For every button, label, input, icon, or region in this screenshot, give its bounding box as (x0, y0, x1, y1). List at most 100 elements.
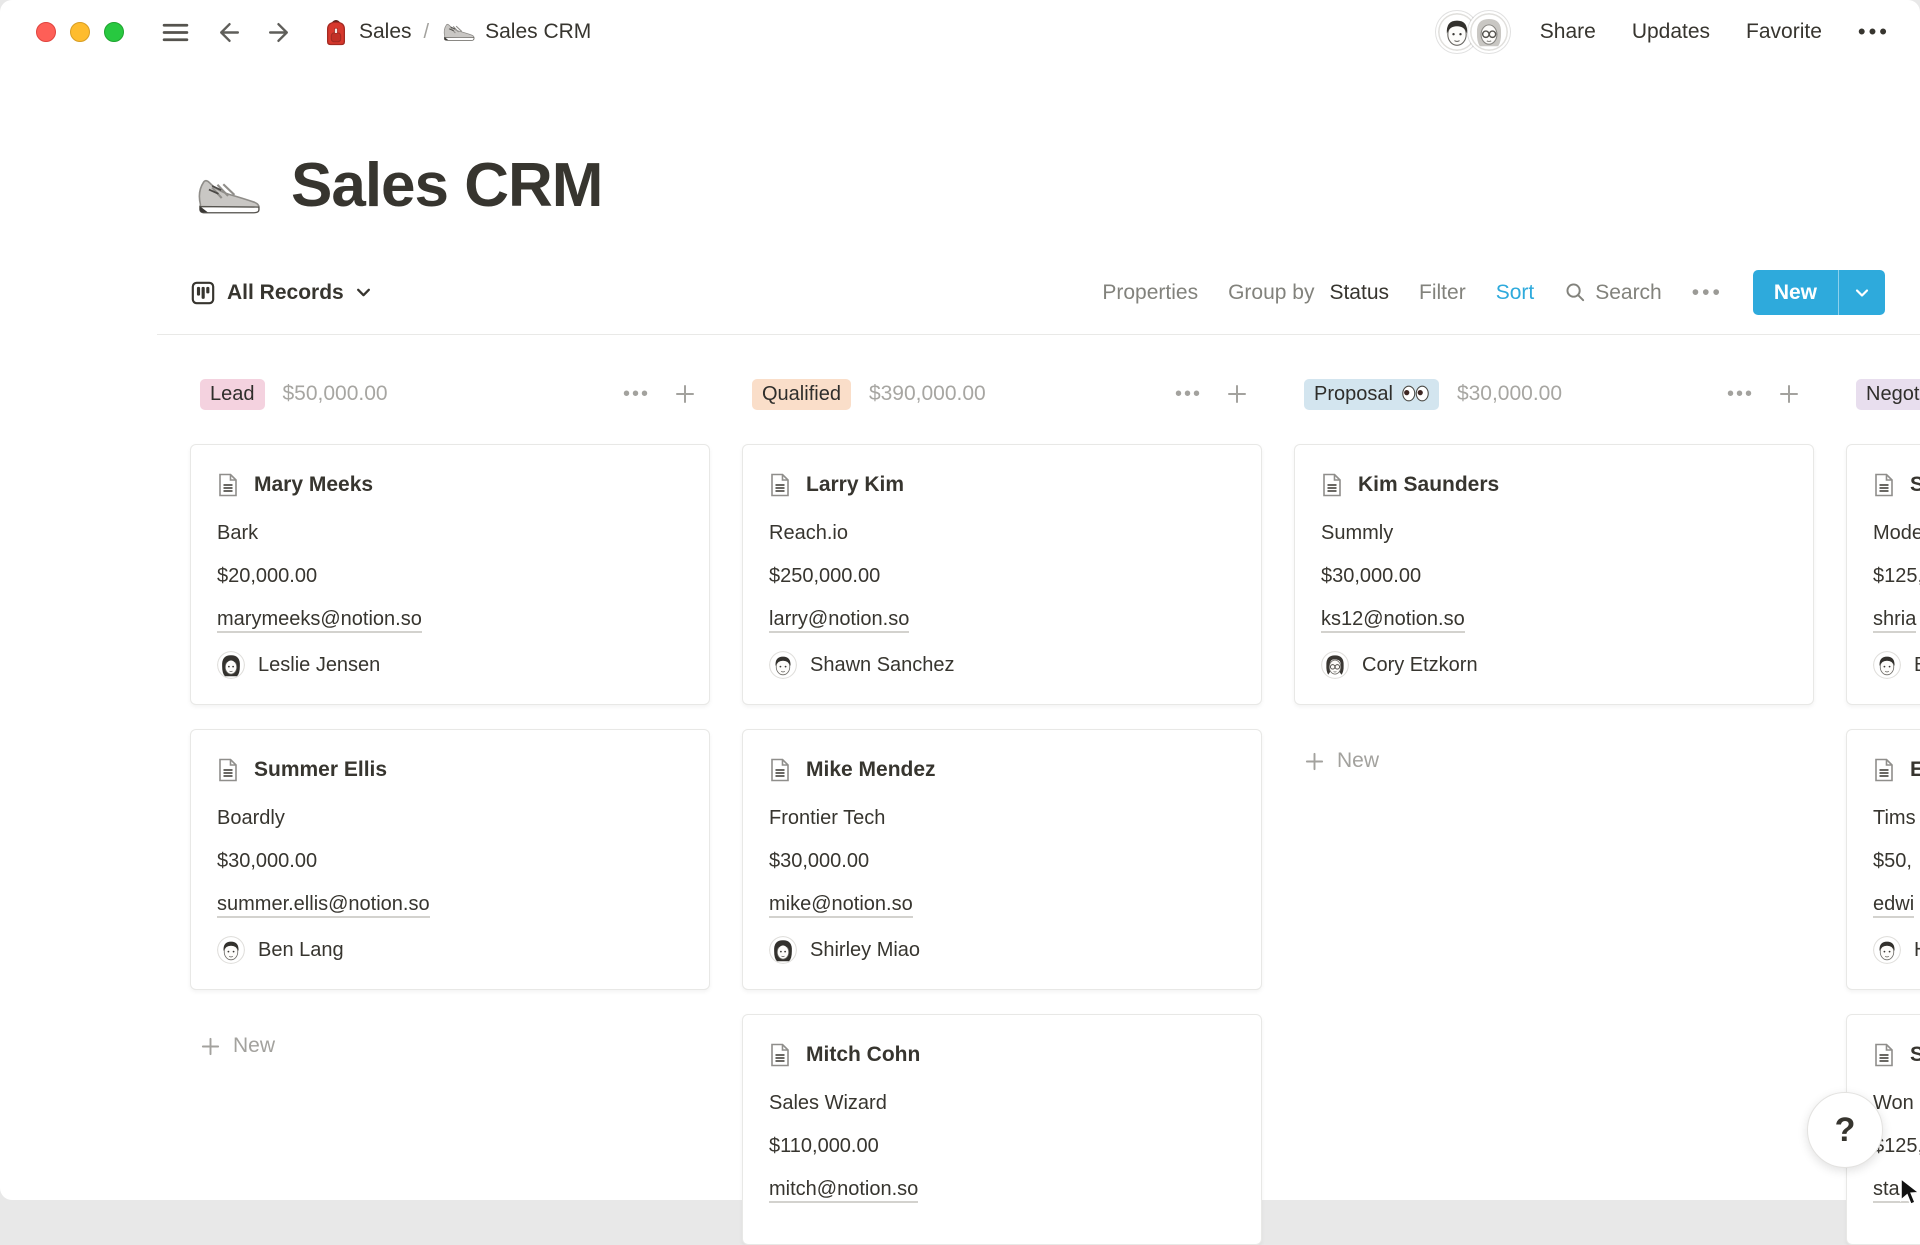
new-record-button[interactable]: New (1753, 270, 1838, 315)
card-email-link[interactable]: mike@notion.so (769, 893, 913, 918)
card-owner: Shawn Sanchez (769, 650, 1235, 680)
card-amount: $125, (1873, 565, 1920, 587)
view-switcher[interactable]: All Records (190, 280, 372, 306)
card-mitch-cohn[interactable]: Mitch Cohn Sales Wizard $110,000.00 mitc… (742, 1014, 1262, 1245)
card-email-link[interactable]: larry@notion.so (769, 608, 910, 633)
page-title-row: Sales CRM (193, 148, 1920, 220)
breadcrumb-item-sales[interactable]: Sales (323, 17, 412, 47)
board-column-qualified: Qualified $390,000.00 ••• Larry Kim Reac… (742, 378, 1262, 1245)
breadcrumb-item-sales-crm[interactable]: Sales CRM (441, 20, 591, 44)
favorite-button[interactable]: Favorite (1746, 20, 1822, 43)
search-icon (1564, 281, 1587, 304)
avatar-shirley-miao (769, 936, 797, 964)
avatar-leslie-jensen (217, 651, 245, 679)
column-header: Lead $50,000.00 ••• (190, 378, 710, 410)
owner-name: Shawn Sanchez (810, 653, 955, 676)
history-nav (215, 19, 293, 46)
forward-button[interactable] (266, 19, 293, 46)
card-owner: Shirley Miao (769, 935, 1235, 965)
group-by-button[interactable]: Group by Status (1228, 281, 1389, 305)
collection-toolbar: All Records Properties Group by Status F… (190, 270, 1885, 315)
column-add-button[interactable] (674, 383, 696, 405)
board-column-lead: Lead $50,000.00 ••• Mary Meeks Bark $20,… (190, 378, 710, 1245)
toolbar-divider (157, 334, 1920, 335)
add-card-label: New (233, 1034, 276, 1057)
column-more-button[interactable]: ••• (1174, 382, 1202, 405)
card-email-link[interactable]: summer.ellis@notion.so (217, 893, 430, 918)
add-card-button[interactable]: New (1294, 749, 1379, 773)
card-summer-ellis[interactable]: Summer Ellis Boardly $30,000.00 summer.e… (190, 729, 710, 990)
filter-button[interactable]: Filter (1419, 280, 1466, 304)
sneaker-page-icon[interactable] (193, 174, 261, 220)
add-card-button[interactable]: New (190, 1034, 275, 1058)
card-negotiation-1[interactable]: S Mode $125, shria B (1846, 444, 1920, 705)
card-email-link[interactable]: ks12@notion.so (1321, 608, 1465, 633)
card-email-link[interactable]: mitch@notion.so (769, 1178, 919, 1203)
collaborator-avatar[interactable] (1467, 11, 1510, 53)
page-doc-icon (1873, 758, 1895, 782)
card-email-link[interactable]: marymeeks@notion.so (217, 608, 422, 633)
column-add-button[interactable] (1778, 383, 1800, 405)
page-doc-icon (769, 473, 791, 497)
card-email-link[interactable]: edwi (1873, 893, 1915, 918)
column-total: $390,000.00 (868, 382, 986, 405)
card-amount: $110,000.00 (769, 1135, 879, 1157)
status-badge-qualified[interactable]: Qualified (752, 378, 851, 410)
owner-name: Shirley Miao (810, 938, 921, 961)
help-button[interactable]: ? (1807, 1092, 1883, 1168)
search-button[interactable]: Search (1564, 281, 1662, 305)
breadcrumb-separator: / (423, 20, 430, 43)
collaborator-avatars[interactable] (1435, 11, 1510, 53)
card-email-link[interactable]: shria (1873, 608, 1917, 633)
card-mary-meeks[interactable]: Mary Meeks Bark $20,000.00 marymeeks@not… (190, 444, 710, 705)
eyes-emoji-icon (1402, 385, 1429, 402)
card-larry-kim[interactable]: Larry Kim Reach.io $250,000.00 larry@not… (742, 444, 1262, 705)
column-more-button[interactable]: ••• (1726, 382, 1754, 405)
topbar-actions: Share Updates Favorite ••• (1540, 20, 1890, 44)
close-window-button[interactable] (36, 22, 56, 42)
view-name: All Records (227, 280, 344, 304)
column-more-button[interactable]: ••• (622, 382, 650, 405)
card-owner: H (1873, 935, 1920, 965)
status-badge-negotiation[interactable]: Negotiation (1856, 378, 1920, 410)
sort-button[interactable]: Sort (1495, 280, 1535, 304)
sidebar-toggle-button[interactable] (162, 21, 189, 44)
plus-icon (1304, 751, 1325, 772)
updates-button[interactable]: Updates (1631, 20, 1711, 43)
search-label: Search (1595, 280, 1662, 304)
page-body: Sales CRM All Records Properties Group b… (0, 148, 1920, 1245)
more-options-button[interactable]: ••• (1857, 19, 1890, 44)
card-company: Frontier Tech (769, 807, 886, 829)
status-badge-lead[interactable]: Lead (200, 378, 265, 410)
card-owner: Ben Lang (217, 935, 683, 965)
avatar-shawn-sanchez (769, 651, 797, 679)
owner-name: Ben Lang (258, 938, 344, 961)
avatar-owner (1873, 936, 1901, 964)
new-record-dropdown-button[interactable] (1839, 270, 1885, 315)
card-kim-saunders[interactable]: Kim Saunders Summly $30,000.00 ks12@noti… (1294, 444, 1814, 705)
group-by-value: Status (1329, 280, 1390, 304)
column-add-button[interactable] (1226, 383, 1248, 405)
card-mike-mendez[interactable]: Mike Mendez Frontier Tech $30,000.00 mik… (742, 729, 1262, 990)
plus-icon (1226, 383, 1248, 405)
card-negotiation-2[interactable]: E Tims $50, edwi H (1846, 729, 1920, 990)
owner-name: H (1914, 939, 1920, 962)
chevron-down-icon (355, 286, 372, 299)
toolbar-controls: Properties Group by Status Filter Sort S… (1102, 270, 1885, 315)
zoom-window-button[interactable] (104, 22, 124, 42)
share-button[interactable]: Share (1539, 20, 1596, 43)
card-owner: Cory Etzkorn (1321, 650, 1787, 680)
minimize-window-button[interactable] (70, 22, 90, 42)
page-title[interactable]: Sales CRM (291, 151, 603, 220)
column-header: Proposal $30,000.00 ••• (1294, 378, 1814, 410)
view-more-button[interactable]: ••• (1691, 280, 1723, 304)
owner-name: B (1914, 654, 1920, 677)
card-company: Sales Wizard (769, 1092, 887, 1114)
status-badge-proposal[interactable]: Proposal (1304, 378, 1439, 410)
properties-button[interactable]: Properties (1102, 280, 1199, 304)
page-doc-icon (1873, 473, 1895, 497)
card-amount: $50, (1873, 850, 1912, 872)
new-button-divider (1838, 270, 1839, 315)
breadcrumb-label: Sales CRM (485, 20, 592, 43)
back-button[interactable] (215, 19, 242, 46)
